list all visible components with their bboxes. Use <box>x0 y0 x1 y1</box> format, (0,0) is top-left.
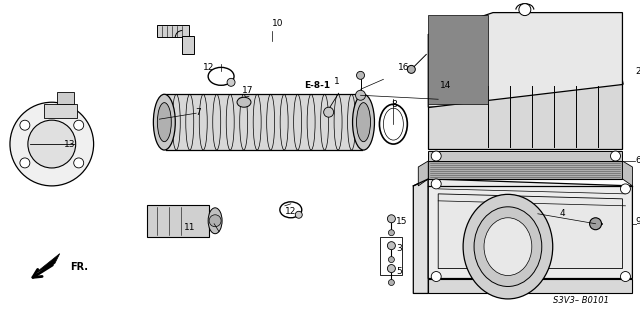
Polygon shape <box>182 35 194 55</box>
Polygon shape <box>157 25 189 38</box>
Text: 12: 12 <box>285 207 296 216</box>
Polygon shape <box>57 92 74 104</box>
Circle shape <box>431 151 441 161</box>
Circle shape <box>28 120 76 168</box>
Circle shape <box>611 151 620 161</box>
Text: S3V3– B0101: S3V3– B0101 <box>553 296 609 305</box>
Circle shape <box>519 4 531 16</box>
Circle shape <box>74 158 84 168</box>
Ellipse shape <box>356 103 371 142</box>
Polygon shape <box>428 278 632 293</box>
Text: 2: 2 <box>636 67 640 76</box>
Circle shape <box>387 264 396 272</box>
Circle shape <box>620 271 630 281</box>
Circle shape <box>227 78 235 86</box>
Text: 3: 3 <box>396 244 402 253</box>
Text: 14: 14 <box>440 81 452 90</box>
Polygon shape <box>44 104 77 118</box>
Circle shape <box>356 90 365 100</box>
Circle shape <box>388 279 394 286</box>
Circle shape <box>388 230 394 236</box>
Polygon shape <box>428 179 632 278</box>
Polygon shape <box>428 151 623 161</box>
Text: 1: 1 <box>333 77 339 86</box>
Polygon shape <box>428 13 623 107</box>
Text: 9: 9 <box>636 217 640 226</box>
Circle shape <box>20 120 30 130</box>
Text: 5: 5 <box>396 267 402 276</box>
Circle shape <box>407 65 415 73</box>
Circle shape <box>620 184 630 194</box>
Polygon shape <box>428 161 623 179</box>
Text: 6: 6 <box>636 157 640 166</box>
Ellipse shape <box>484 218 532 276</box>
Polygon shape <box>164 94 364 150</box>
Ellipse shape <box>208 208 222 234</box>
Bar <box>380 237 403 275</box>
Text: 13: 13 <box>64 140 76 149</box>
Polygon shape <box>438 194 623 269</box>
Circle shape <box>387 215 396 223</box>
Ellipse shape <box>154 94 175 150</box>
Text: 17: 17 <box>242 86 253 95</box>
Text: 16: 16 <box>398 63 410 72</box>
Polygon shape <box>428 15 488 104</box>
Circle shape <box>387 242 396 250</box>
Circle shape <box>431 271 441 281</box>
Ellipse shape <box>474 207 542 286</box>
Text: 10: 10 <box>272 19 284 28</box>
Circle shape <box>10 102 93 186</box>
Circle shape <box>209 215 221 227</box>
Ellipse shape <box>157 103 172 142</box>
Circle shape <box>589 218 602 230</box>
Polygon shape <box>147 205 209 237</box>
Text: 8: 8 <box>392 100 397 109</box>
Circle shape <box>324 107 333 117</box>
Circle shape <box>295 211 302 218</box>
Polygon shape <box>623 161 632 186</box>
Polygon shape <box>419 161 428 186</box>
Text: 4: 4 <box>560 209 565 218</box>
Text: E-8-1: E-8-1 <box>304 81 330 90</box>
Circle shape <box>356 71 365 79</box>
Text: 15: 15 <box>396 217 408 226</box>
Ellipse shape <box>237 97 251 107</box>
Ellipse shape <box>353 94 374 150</box>
Text: 11: 11 <box>184 223 196 232</box>
Text: FR.: FR. <box>70 262 88 271</box>
Polygon shape <box>428 84 623 149</box>
Text: 7: 7 <box>195 108 201 117</box>
Ellipse shape <box>463 194 553 299</box>
Circle shape <box>20 158 30 168</box>
Text: 12: 12 <box>203 63 214 72</box>
Polygon shape <box>35 254 60 273</box>
Polygon shape <box>413 179 428 293</box>
Circle shape <box>431 179 441 189</box>
Circle shape <box>74 120 84 130</box>
Circle shape <box>388 256 394 263</box>
